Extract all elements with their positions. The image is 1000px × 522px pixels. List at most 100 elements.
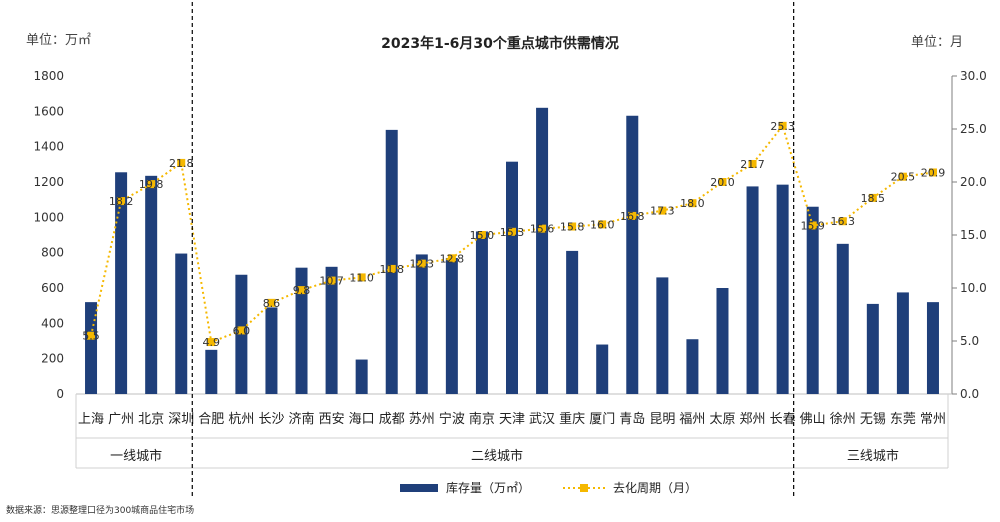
turnover-marker <box>898 172 907 181</box>
turnover-data-label: 20.9 <box>921 166 946 179</box>
turnover-data-label: 17.3 <box>650 205 675 218</box>
inventory-bar <box>415 254 428 394</box>
right-axis-tick-label: 20.0 <box>960 175 987 189</box>
inventory-bar <box>385 129 398 394</box>
turnover-marker <box>508 227 516 236</box>
turnover-marker <box>417 259 426 268</box>
inventory-bar <box>656 277 669 394</box>
category-label: 青岛 <box>619 411 645 427</box>
turnover-data-label: 18.5 <box>861 192 886 205</box>
category-label: 西安 <box>319 412 345 427</box>
turnover-data-label: 11.8 <box>379 263 404 276</box>
turnover-data-label: 4.9 <box>203 336 221 349</box>
right-axis-tick-label: 5.0 <box>960 334 979 348</box>
turnover-data-label: 10.7 <box>319 275 344 288</box>
left-axis-unit: 单位：万㎡ <box>26 33 91 48</box>
turnover-data-label: 25.3 <box>770 120 795 133</box>
turnover-marker <box>267 298 276 307</box>
turnover-data-label: 8.6 <box>263 297 281 310</box>
inventory-bar <box>716 288 729 394</box>
left-axis-tick-label: 400 <box>41 316 64 330</box>
turnover-marker <box>207 338 216 347</box>
category-label: 海口 <box>349 412 375 427</box>
left-axis-tick-label: 0 <box>56 387 64 401</box>
right-axis-tick-label: 30.0 <box>960 69 987 83</box>
turnover-data-label: 20.5 <box>891 171 916 184</box>
inventory-bar <box>115 172 128 394</box>
inventory-bar <box>776 184 789 394</box>
turnover-data-label: 21.8 <box>169 157 194 170</box>
inventory-bar <box>836 243 849 394</box>
turnover-data-label: 16.0 <box>590 218 615 231</box>
category-label: 厦门 <box>589 412 615 427</box>
inventory-bar <box>896 292 909 394</box>
category-label: 长春 <box>770 412 796 427</box>
turnover-data-label: 15.0 <box>470 229 495 242</box>
turnover-marker <box>868 193 877 202</box>
inventory-bar <box>596 344 609 394</box>
category-label: 深圳 <box>168 412 194 427</box>
category-label: 武汉 <box>529 412 555 427</box>
turnover-data-label: 20.0 <box>710 176 735 189</box>
turnover-marker <box>568 222 577 231</box>
chart-title: 2023年1-6月30个重点城市供需情况 <box>381 35 619 52</box>
category-label: 苏州 <box>409 411 435 427</box>
category-label: 杭州 <box>228 412 254 427</box>
left-axis-tick-label: 1400 <box>33 140 64 154</box>
category-label: 徐州 <box>830 412 856 427</box>
inventory-bar <box>175 253 188 394</box>
turnover-marker <box>658 206 667 215</box>
turnover-data-label: 12.3 <box>410 258 435 271</box>
left-axis-tick-label: 1600 <box>33 104 64 118</box>
turnover-marker <box>628 211 637 220</box>
turnover-marker <box>387 264 396 273</box>
right-axis-tick-label: 25.0 <box>960 122 987 136</box>
inventory-bar <box>445 257 458 394</box>
plot-area: 0 200 400 600 800 1000 1200 1400 1600 1800 0.0 5.0 1… <box>33 2 987 498</box>
turnover-marker <box>327 276 336 285</box>
category-label: 太原 <box>709 412 735 427</box>
category-label: 宁波 <box>439 411 465 427</box>
inventory-bar <box>506 161 518 394</box>
inventory-bar <box>926 302 939 394</box>
turnover-data-label: 18.0 <box>680 197 705 210</box>
inventory-bar <box>746 186 759 394</box>
turnover-marker <box>147 180 156 189</box>
inventory-bar <box>355 359 368 394</box>
turnover-data-label: 15.3 <box>500 226 525 239</box>
turnover-data-label: 15.9 <box>800 219 825 232</box>
right-axis-tick-label: 0.0 <box>960 387 979 401</box>
turnover-data-label: 16.3 <box>831 215 856 228</box>
inventory-bar <box>866 303 879 394</box>
turnover-marker <box>477 231 486 239</box>
turnover-marker <box>297 286 306 295</box>
turnover-data-label: 21.7 <box>740 158 765 171</box>
legend-bar-swatch <box>400 484 438 492</box>
category-label: 佛山 <box>800 412 826 427</box>
turnover-data-label: 18.2 <box>109 195 134 208</box>
turnover-data-label: 5.5 <box>82 330 100 343</box>
category-label: 重庆 <box>559 411 585 427</box>
inventory-bar <box>265 307 278 394</box>
turnover-marker <box>778 121 787 130</box>
category-label: 无锡 <box>860 412 886 427</box>
group-label: 一线城市 <box>110 448 162 464</box>
inventory-bar <box>566 250 579 394</box>
inventory-bar <box>325 266 338 394</box>
turnover-data-label: 16.8 <box>620 210 645 223</box>
category-label: 昆明 <box>649 412 675 427</box>
inventory-bar <box>686 339 699 394</box>
turnover-data-label: 9.8 <box>293 284 311 297</box>
turnover-marker <box>748 159 757 168</box>
right-axis-tick-label: 10.0 <box>960 281 987 295</box>
left-axis-tick-label: 800 <box>41 246 64 260</box>
turnover-data-label: 15.6 <box>530 223 555 236</box>
category-label: 常州 <box>920 412 946 427</box>
legend-bar-label: 库存量（万㎡） <box>446 480 530 495</box>
left-axis-tick-label: 200 <box>41 352 64 366</box>
category-label: 天津 <box>499 412 525 427</box>
turnover-marker <box>177 158 186 167</box>
category-label: 郑州 <box>740 412 766 427</box>
category-label: 上海 <box>78 412 104 427</box>
